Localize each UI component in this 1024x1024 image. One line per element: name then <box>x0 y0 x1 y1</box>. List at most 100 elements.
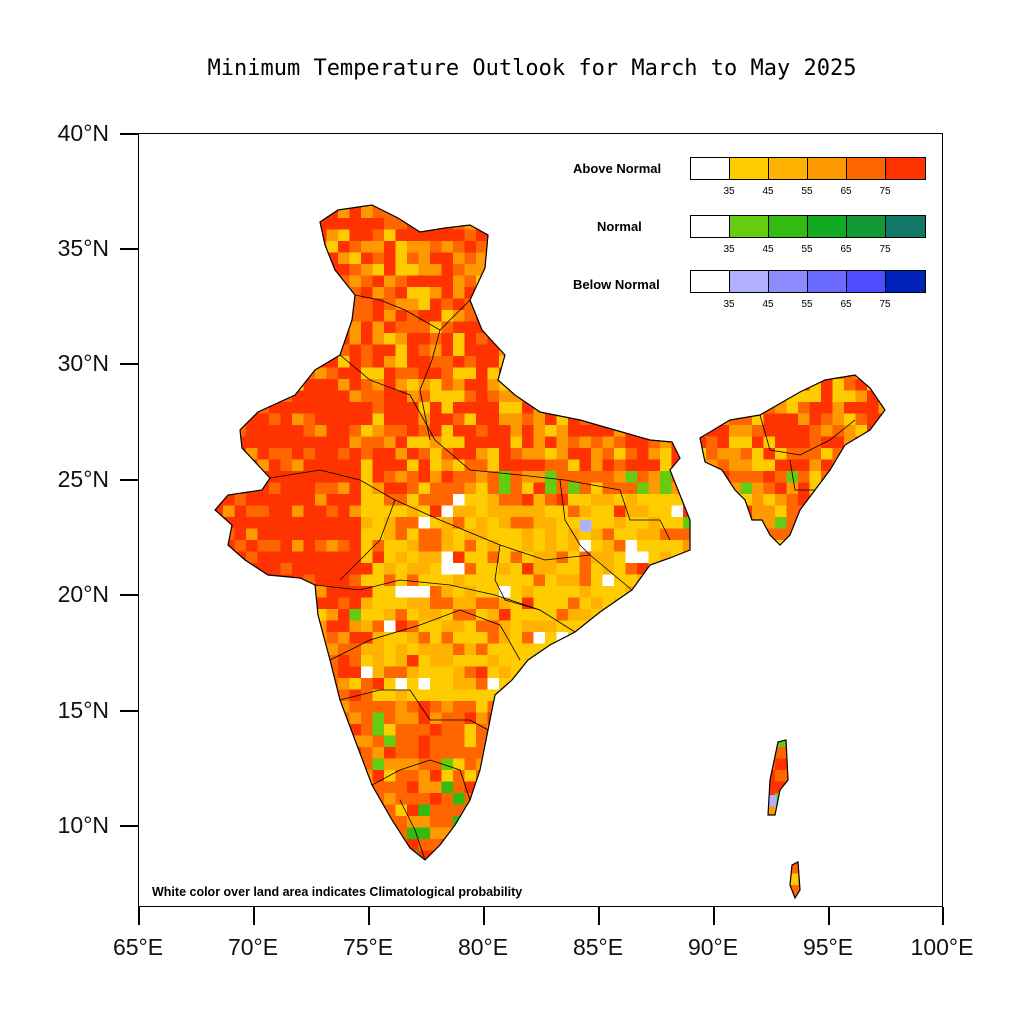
legend-tick: 35 <box>723 244 735 255</box>
grid-cell <box>809 402 822 414</box>
grid-cell <box>326 643 339 656</box>
grid-cell <box>395 275 408 288</box>
grid-cell <box>568 436 580 449</box>
grid-cell <box>625 448 638 460</box>
grid-cell <box>395 494 408 506</box>
grid-cell <box>430 413 442 426</box>
grid-cell <box>349 609 362 621</box>
grid-cell <box>476 413 488 426</box>
grid-cell <box>821 448 833 460</box>
grid-cell <box>441 666 454 679</box>
grid-cell <box>280 436 293 449</box>
grid-cell <box>464 367 477 380</box>
grid-cell <box>453 482 465 495</box>
grid-cell <box>395 632 408 644</box>
grid-cell <box>292 413 304 426</box>
grid-cell <box>602 459 615 472</box>
grid-cell <box>522 494 534 506</box>
grid-cell <box>545 551 557 564</box>
grid-cell <box>545 505 557 518</box>
grid-cell <box>464 379 477 391</box>
grid-cell <box>568 609 580 621</box>
legend-tick: 55 <box>801 186 813 197</box>
grid-cell <box>384 298 396 311</box>
grid-cell <box>487 643 500 656</box>
x-tick <box>483 907 485 925</box>
x-tick <box>828 907 830 925</box>
grid-cell <box>614 482 626 495</box>
grid-cell <box>476 678 488 690</box>
grid-cell <box>441 448 454 460</box>
grid-cell <box>545 597 557 610</box>
grid-cell <box>476 494 488 506</box>
grid-cell <box>338 643 350 656</box>
grid-cell <box>614 448 626 460</box>
grid-cell <box>384 436 396 449</box>
grid-cell <box>407 666 419 679</box>
grid-cell <box>372 563 385 575</box>
grid-cell <box>372 482 385 495</box>
grid-cell <box>476 390 488 403</box>
grid-cell <box>821 413 833 426</box>
grid-cell <box>487 379 500 391</box>
grid-cell <box>591 528 603 541</box>
grid-cell <box>269 540 281 552</box>
grid-cell <box>441 413 454 426</box>
grid-cell <box>464 632 477 644</box>
grid-cell <box>395 344 408 357</box>
grid-cell <box>522 563 534 575</box>
grid-cell <box>556 540 569 552</box>
grid-cell <box>614 528 626 541</box>
grid-cell <box>361 609 373 621</box>
grid-cell <box>407 482 419 495</box>
grid-cell <box>499 643 511 656</box>
grid-cell <box>338 678 350 690</box>
grid-cell <box>361 632 373 644</box>
grid-cell <box>372 701 385 713</box>
grid-cell <box>510 459 523 472</box>
grid-cell <box>579 471 592 483</box>
legend-above-title: Above Normal <box>573 161 662 176</box>
grid-cell <box>372 655 385 667</box>
grid-cell <box>487 367 500 380</box>
grid-cell <box>786 413 799 426</box>
grid-cell <box>418 632 431 644</box>
grid-cell <box>407 632 419 644</box>
grid-cell <box>372 712 385 725</box>
grid-cell <box>786 505 799 518</box>
grid-cell <box>441 459 454 472</box>
grid-cell <box>476 367 488 380</box>
grid-cell <box>763 517 776 529</box>
grid-cell <box>637 528 649 541</box>
grid-cell <box>844 390 856 403</box>
grid-cell <box>487 666 500 679</box>
grid-cell <box>775 528 787 541</box>
grid-cell <box>775 436 787 449</box>
grid-cell <box>556 528 569 541</box>
grid-cell <box>292 517 304 529</box>
grid-cell <box>292 448 304 460</box>
grid-cell <box>844 413 856 426</box>
grid-cell <box>361 252 373 265</box>
grid-cell <box>372 724 385 736</box>
grid-cell <box>395 333 408 345</box>
grid-cell <box>556 574 569 587</box>
grid-cell <box>717 425 730 437</box>
y-tick <box>120 594 138 596</box>
grid-cell <box>338 264 350 276</box>
grid-cell <box>533 597 546 610</box>
grid-cell <box>763 448 776 460</box>
grid-cell <box>706 436 718 449</box>
grid-cell <box>338 459 350 472</box>
grid-cell <box>395 540 408 552</box>
grid-cell <box>338 586 350 598</box>
grid-cell <box>648 494 661 506</box>
grid-cell <box>395 655 408 667</box>
grid-cell <box>326 609 339 621</box>
grid-cell <box>464 517 477 529</box>
y-axis-label: 25°N <box>57 466 109 492</box>
grid-cell <box>660 494 672 506</box>
grid-cell <box>395 229 408 242</box>
grid-cell <box>326 241 339 253</box>
grid-cell <box>384 471 396 483</box>
